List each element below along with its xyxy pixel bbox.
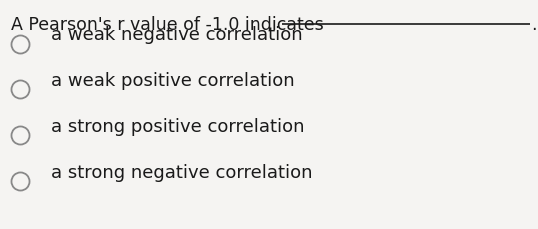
Text: a weak negative correlation: a weak negative correlation (51, 26, 303, 44)
Text: .: . (532, 16, 537, 34)
Text: a weak positive correlation: a weak positive correlation (51, 72, 295, 90)
Text: a strong negative correlation: a strong negative correlation (51, 164, 313, 182)
Text: a strong positive correlation: a strong positive correlation (51, 118, 305, 136)
Text: A Pearson's r value of -1.0 indicates: A Pearson's r value of -1.0 indicates (11, 16, 323, 34)
